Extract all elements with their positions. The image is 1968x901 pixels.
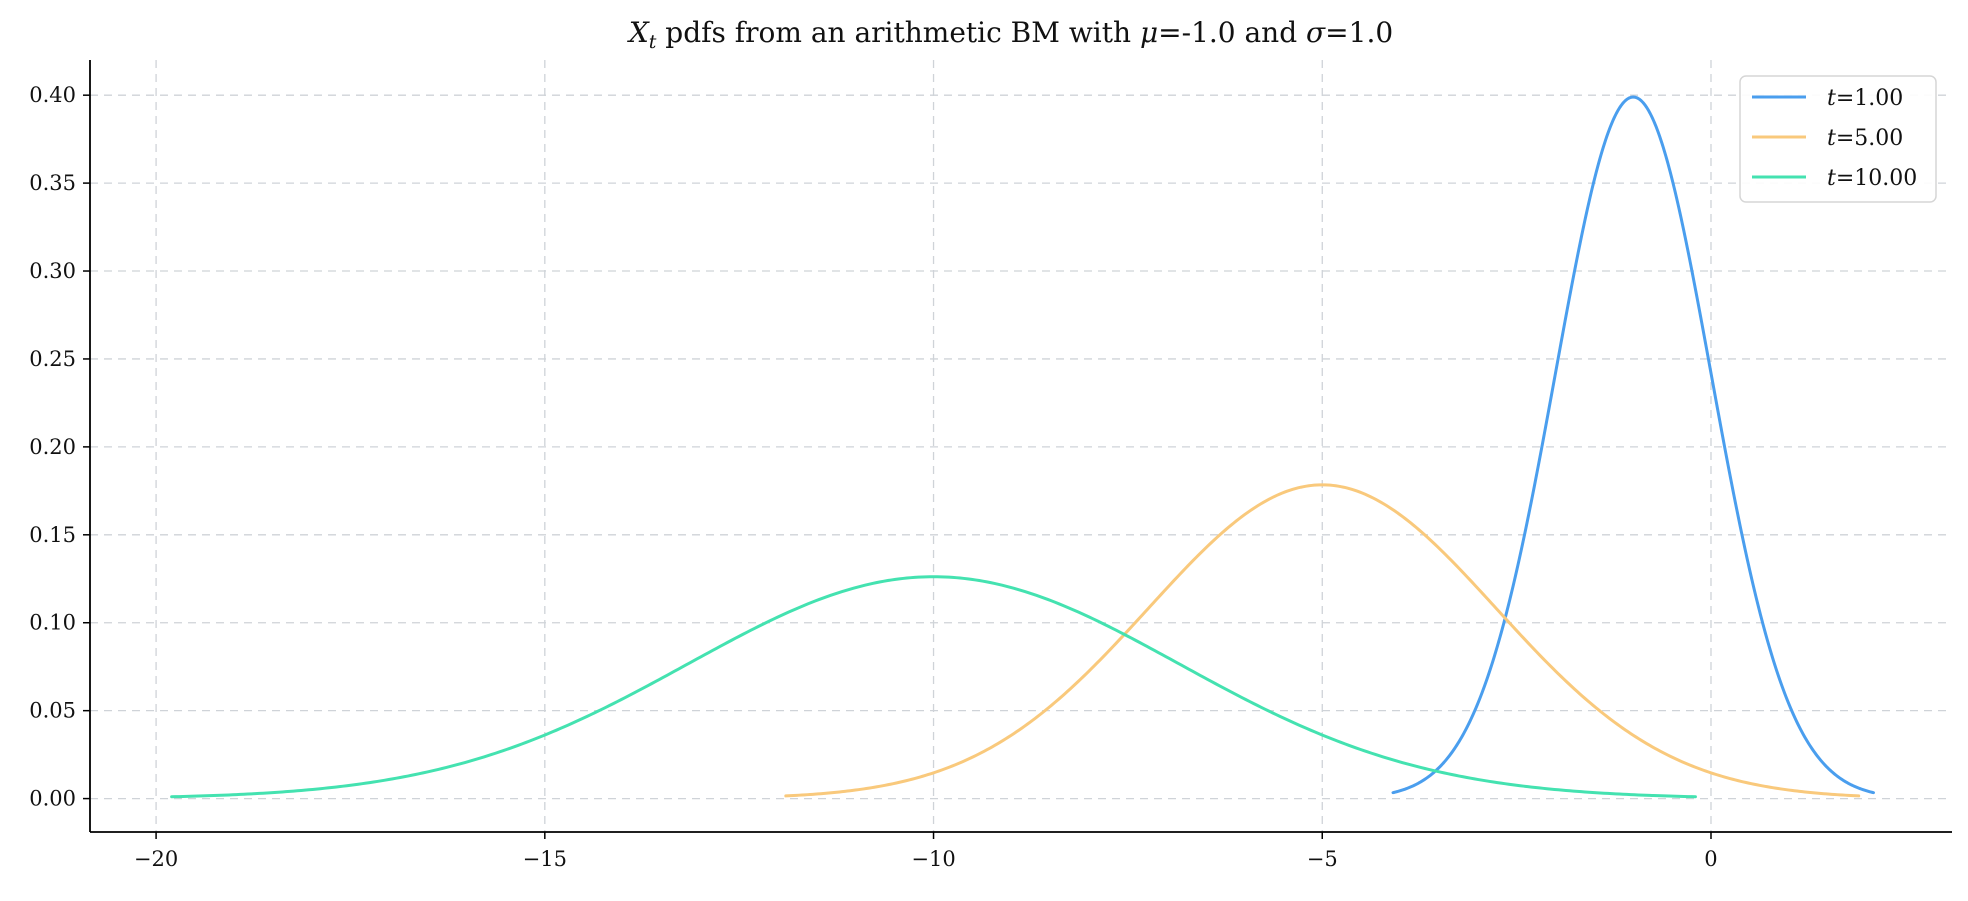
legend-t5-var: t [1827,126,1836,151]
y-tick-label: 0.40 [29,83,76,107]
title-text-3: =1.0 [1325,16,1393,49]
legend-t1-value: =1.00 [1836,86,1903,111]
legend-t10-value: =10.00 [1836,166,1917,191]
y-tick-label: 0.30 [29,259,76,283]
x-tick-label: −15 [523,847,567,871]
title-var: X [627,16,650,49]
title-mu: μ [1140,16,1158,49]
title-text-2: =-1.0 and [1158,16,1306,49]
y-tick-label: 0.35 [29,171,76,195]
x-tick-label: −10 [911,847,955,871]
y-tick-label: 0.05 [29,699,76,723]
legend-t10-var: t [1827,166,1836,191]
x-tick-label: −5 [1307,847,1338,871]
legend-box [1739,75,1937,203]
y-tick-label: 0.15 [29,523,76,547]
ticks: −20 −15 −10 −5 0 0.00 0.05 0.10 0.15 0.20 0.25 0.30… [29,83,1717,871]
legend: t=1.00 t=5.00 t=10.00 [1739,75,1937,203]
legend-label-t10: t=10.00 [1827,166,1917,191]
title-sigma: σ [1306,16,1326,49]
grid [90,60,1952,832]
series-line-t-1-00 [1391,95,1875,795]
series-line-t-10-00 [170,575,1697,799]
series-lines [170,95,1875,799]
legend-label-t5: t=5.00 [1827,126,1903,151]
series-line-t-5-00 [784,483,1861,798]
x-tick-label: 0 [1704,847,1717,871]
chart-title: Xt pdfs from an arithmetic BM with μ=-1.… [627,16,1393,53]
y-tick-label: 0.00 [29,787,76,811]
y-tick-label: 0.20 [29,435,76,459]
y-tick-label: 0.10 [29,611,76,635]
legend-label-t1: t=1.00 [1827,86,1903,111]
y-tick-label: 0.25 [29,347,76,371]
legend-t5-value: =5.00 [1836,126,1903,151]
x-tick-label: −20 [134,847,178,871]
title-var-sub: t [649,31,657,53]
axes [89,60,1952,833]
title-text-1: pdfs from an arithmetic BM with [656,16,1140,49]
legend-t1-var: t [1827,86,1836,111]
